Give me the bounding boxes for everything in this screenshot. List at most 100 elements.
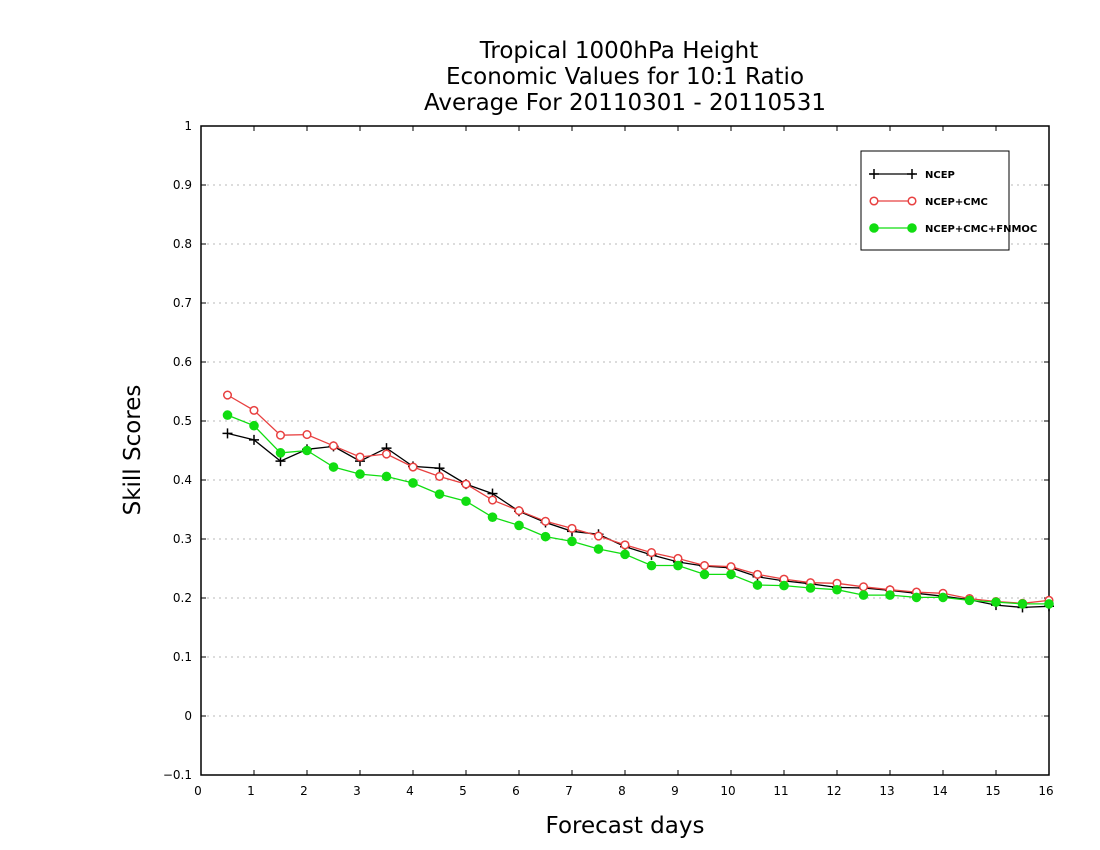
x-tick-label: 5: [459, 784, 467, 798]
series-line-ncep-cmc: [227, 394, 1050, 604]
y-tick-label: 0.5: [173, 414, 192, 428]
x-tick-label: 12: [826, 784, 841, 798]
data-point-ncep-cmc-fnmoc: [328, 462, 339, 472]
x-tick-label: 14: [932, 784, 947, 798]
data-point-ncep-cmc-fnmoc: [355, 469, 365, 479]
x-tick-label: 13: [879, 784, 894, 798]
x-tick-label: 15: [985, 784, 1000, 798]
x-tick-label: 3: [353, 784, 361, 798]
data-point-ncep-cmc-fnmoc: [699, 569, 710, 580]
data-point-ncep-cmc: [302, 430, 312, 440]
x-tick-label: 1: [247, 784, 255, 798]
data-point-ncep-cmc: [593, 531, 604, 541]
series-ncep-cmc-fnmoc: [222, 410, 1054, 609]
grid-lines: [201, 184, 1049, 717]
data-point-ncep-cmc: [328, 441, 339, 451]
data-point-ncep-cmc-fnmoc: [514, 520, 524, 531]
x-axis-label: Forecast days: [546, 813, 705, 839]
chart-title-line-2: Economic Values for 10:1 Ratio: [446, 64, 804, 90]
data-point-ncep-cmc-fnmoc: [885, 590, 895, 600]
data-point-ncep-cmc-fnmoc: [1017, 599, 1028, 609]
data-point-ncep-cmc-fnmoc: [408, 478, 418, 488]
y-axis-label: Skill Scores: [120, 385, 146, 516]
y-tick-label: 0.7: [173, 296, 192, 310]
y-tick-label: 0.1: [173, 650, 192, 664]
legend-label: NCEP+CMC+FNMOC: [925, 224, 1037, 235]
data-point-ncep-cmc-fnmoc: [805, 583, 816, 593]
data-point-legend: [907, 169, 917, 179]
data-point-ncep-cmc: [646, 548, 657, 558]
data-point-ncep-cmc-fnmoc: [726, 569, 736, 580]
legend-label: NCEP+CMC: [925, 197, 988, 208]
data-point-ncep-cmc: [540, 516, 551, 526]
data-point-ncep-cmc-fnmoc: [938, 592, 948, 603]
data-point-legend: [869, 169, 879, 179]
data-point-ncep: [275, 456, 286, 467]
data-point-ncep-cmc: [699, 561, 710, 571]
data-point-ncep-cmc-fnmoc: [461, 496, 471, 507]
data-point-ncep-cmc: [620, 540, 630, 550]
data-point-ncep-cmc-fnmoc: [275, 448, 286, 458]
data-point-ncep-cmc-fnmoc: [858, 590, 869, 600]
axes: −0.100.10.20.30.40.50.60.70.80.910 1 2 3 4 5 6…: [163, 119, 1054, 798]
y-tick-label: 0.8: [173, 237, 192, 251]
y-tick-label: 0.2: [173, 591, 192, 605]
x-tick-label: 4: [406, 784, 414, 798]
data-point-ncep-cmc-fnmoc: [487, 512, 498, 522]
data-point-ncep-cmc-fnmoc: [222, 410, 233, 420]
data-point-legend: [869, 223, 879, 233]
series-line-ncep: [227, 432, 1050, 609]
data-point-ncep-cmc: [275, 430, 286, 440]
data-point-ncep-cmc-fnmoc: [779, 580, 789, 591]
data-point-legend: [907, 223, 917, 233]
data-point-ncep: [249, 434, 259, 445]
series-line-ncep-cmc-fnmoc: [227, 414, 1049, 605]
x-tick-label: 0: [194, 784, 202, 798]
data-point-ncep-cmc: [487, 495, 498, 505]
data-point-ncep-cmc-fnmoc: [620, 549, 630, 560]
chart-title-line-3: Average For 20110301 - 20110531: [424, 90, 826, 116]
series-layer: [222, 390, 1054, 613]
x-tick-label: 7: [565, 784, 573, 798]
y-tick-label: 0.3: [173, 532, 192, 546]
data-point-ncep-cmc: [726, 562, 736, 572]
x-tick-label: 16: [1038, 784, 1053, 798]
data-point-ncep-cmc: [752, 569, 763, 579]
y-tick-label: 0.4: [173, 473, 192, 487]
data-point-ncep-cmc-fnmoc: [593, 544, 604, 554]
data-point-ncep-cmc-fnmoc: [540, 531, 551, 542]
chart-title-line-1: Tropical 1000hPa Height: [479, 38, 759, 64]
data-point-legend: [907, 196, 917, 206]
x-tick-label: 2: [300, 784, 308, 798]
data-point-ncep-cmc: [567, 523, 577, 533]
y-tick-label: 0.6: [173, 355, 192, 369]
legend-item-ncep: NCEP: [869, 169, 955, 181]
legend-item-ncep-cmc-fnmoc: NCEP+CMC+FNMOC: [869, 223, 1037, 235]
data-point-legend: [869, 196, 879, 206]
y-tick-label: −0.1: [163, 768, 192, 782]
series-ncep: [222, 428, 1054, 613]
y-tick-label: 0: [184, 709, 192, 723]
data-point-ncep-cmc-fnmoc: [249, 420, 259, 431]
legend-label: NCEP: [925, 170, 955, 181]
x-tick-label: 11: [773, 784, 788, 798]
data-point-ncep-cmc-fnmoc: [991, 597, 1001, 607]
data-point-ncep-cmc-fnmoc: [964, 595, 975, 606]
data-point-ncep-cmc: [408, 462, 418, 472]
data-point-ncep-cmc: [461, 479, 471, 489]
y-tick-label: 1: [184, 119, 192, 133]
data-point-ncep-cmc-fnmoc: [381, 471, 392, 482]
data-point-ncep-cmc-fnmoc: [832, 584, 842, 595]
data-point-ncep-cmc-fnmoc: [434, 489, 445, 499]
data-point-ncep-cmc: [381, 449, 392, 459]
data-point-ncep: [222, 428, 233, 439]
series-ncep-cmc: [222, 390, 1054, 608]
x-tick-label: 10: [720, 784, 735, 798]
data-point-ncep-cmc-fnmoc: [302, 445, 312, 456]
data-point-ncep-cmc-fnmoc: [567, 536, 577, 547]
x-tick-label: 8: [618, 784, 626, 798]
data-point-ncep-cmc: [514, 506, 524, 516]
plot-frame: [200, 125, 1050, 776]
data-point-ncep-cmc: [249, 405, 259, 415]
